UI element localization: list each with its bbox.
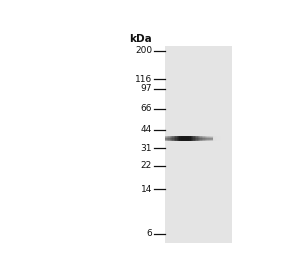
Bar [199, 136, 200, 141]
Bar [206, 136, 207, 141]
Bar [209, 136, 210, 141]
Bar [204, 136, 206, 141]
Bar [186, 136, 188, 141]
Text: 66: 66 [141, 104, 152, 113]
Bar [170, 136, 171, 141]
Bar [182, 136, 183, 141]
Text: 31: 31 [141, 144, 152, 153]
Bar [178, 136, 179, 141]
Bar [196, 136, 198, 141]
Bar [188, 136, 189, 141]
Text: 22: 22 [141, 161, 152, 170]
Bar [198, 136, 199, 141]
Bar [189, 136, 191, 141]
Text: 116: 116 [135, 75, 152, 84]
Bar [220, 136, 221, 141]
Bar [200, 136, 202, 141]
Bar [195, 136, 196, 141]
Bar [173, 136, 174, 141]
Bar [179, 136, 181, 141]
Text: kDa: kDa [129, 34, 152, 44]
Bar [214, 136, 216, 141]
Bar [192, 136, 193, 141]
Bar [168, 136, 170, 141]
Bar [219, 136, 220, 141]
Bar [211, 136, 213, 141]
Text: 14: 14 [141, 185, 152, 194]
Text: 200: 200 [135, 46, 152, 56]
Bar [202, 136, 203, 141]
Bar [171, 136, 173, 141]
Bar [177, 136, 178, 141]
Bar [217, 136, 219, 141]
Bar [165, 136, 167, 141]
Bar [193, 136, 195, 141]
Bar [203, 136, 204, 141]
Bar [175, 136, 177, 141]
Bar [207, 136, 209, 141]
Bar [174, 136, 175, 141]
Text: 6: 6 [146, 229, 152, 238]
Text: 44: 44 [141, 125, 152, 134]
Bar [183, 136, 185, 141]
Bar [185, 136, 186, 141]
Bar [210, 136, 211, 141]
Bar [167, 136, 168, 141]
Bar [216, 136, 217, 141]
Bar [181, 136, 182, 141]
Bar [191, 136, 192, 141]
Bar [165, 46, 232, 243]
Bar [213, 136, 214, 141]
Text: 97: 97 [141, 84, 152, 93]
